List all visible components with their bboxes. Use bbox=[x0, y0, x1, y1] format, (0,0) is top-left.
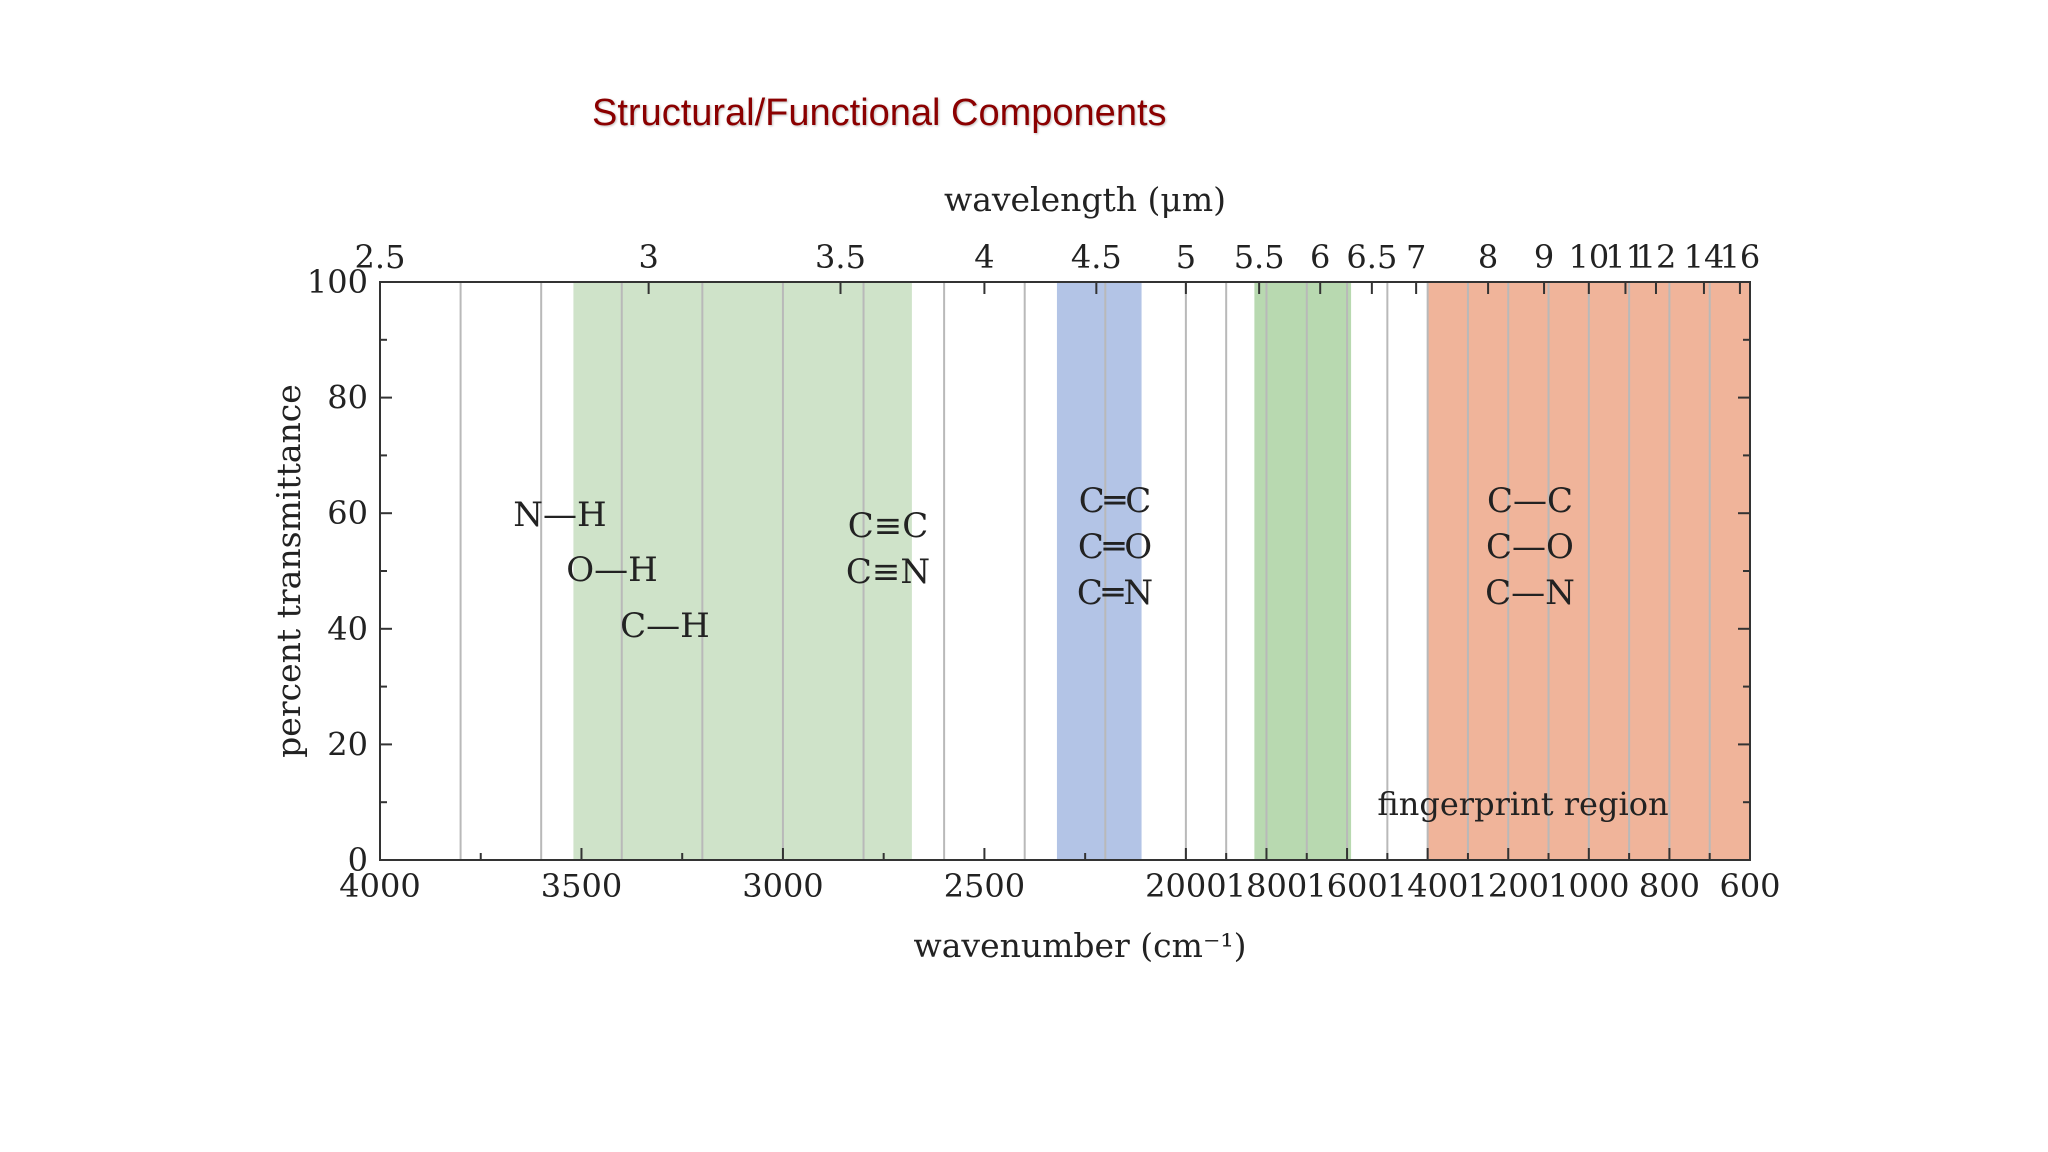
y-tick-label: 60 bbox=[327, 494, 368, 532]
top-tick-label: 11 bbox=[1605, 238, 1646, 276]
top-tick-label: 8 bbox=[1478, 238, 1498, 276]
x-tick-label: 1200 bbox=[1468, 867, 1549, 905]
x-tick-label: 800 bbox=[1639, 867, 1700, 905]
x-tick-label: 3000 bbox=[742, 867, 823, 905]
bond-label: O—H bbox=[566, 550, 658, 590]
region-band-1 bbox=[1056, 282, 1142, 860]
top-tick-label: 3.5 bbox=[815, 238, 866, 276]
bond-label: C—H bbox=[620, 606, 710, 646]
bond-label: C≡N bbox=[846, 552, 930, 592]
top-tick-label: 12 bbox=[1636, 238, 1677, 276]
fingerprint-region-label: fingerprint region bbox=[1377, 785, 1668, 823]
region-band-2 bbox=[1254, 282, 1352, 860]
top-tick-label: 16 bbox=[1720, 238, 1761, 276]
top-tick-label: 5.5 bbox=[1234, 238, 1285, 276]
bond-label: C═O bbox=[1078, 527, 1152, 567]
top-tick-label: 7 bbox=[1406, 238, 1426, 276]
top-tick-label: 4 bbox=[974, 238, 994, 276]
top-tick-label: 5 bbox=[1176, 238, 1196, 276]
region-band-0 bbox=[573, 282, 912, 860]
x-axis-label: wavenumber (cm⁻¹) bbox=[914, 926, 1247, 965]
y-tick-label: 20 bbox=[327, 725, 368, 763]
top-tick-label: 4.5 bbox=[1071, 238, 1122, 276]
bond-label: C≡C bbox=[848, 506, 929, 546]
top-tick-label: 10 bbox=[1568, 238, 1609, 276]
top-tick-label: 3 bbox=[638, 238, 658, 276]
x-tick-label: 600 bbox=[1719, 867, 1780, 905]
y-tick-label: 100 bbox=[307, 263, 368, 301]
x-tick-label: 2500 bbox=[944, 867, 1025, 905]
top-tick-label: 9 bbox=[1534, 238, 1554, 276]
x-tick-label: 3500 bbox=[541, 867, 622, 905]
x-tick-label: 1800 bbox=[1226, 867, 1307, 905]
y-tick-label: 80 bbox=[327, 379, 368, 417]
y-axis-label: percent transmittance bbox=[269, 384, 308, 758]
bond-label: C—C bbox=[1487, 481, 1573, 521]
x-tick-label: 4000 bbox=[339, 867, 420, 905]
x-tick-label: 1000 bbox=[1548, 867, 1629, 905]
top-tick-label: 6 bbox=[1310, 238, 1330, 276]
top-tick-label: 6.5 bbox=[1346, 238, 1397, 276]
y-tick-label: 0 bbox=[348, 841, 368, 879]
top-tick-label: 2.5 bbox=[355, 238, 406, 276]
top-tick-label: 14 bbox=[1684, 238, 1725, 276]
bond-label: C—O bbox=[1486, 527, 1574, 567]
grid-layer bbox=[459, 282, 1711, 860]
x-tick-label: 1600 bbox=[1306, 867, 1387, 905]
x-tick-label: 1400 bbox=[1387, 867, 1468, 905]
bond-label: N—H bbox=[513, 495, 606, 535]
bond-label: C═N bbox=[1077, 573, 1153, 613]
top-axis-label: wavelength (μm) bbox=[944, 180, 1226, 219]
slide-title: Structural/Functional Components bbox=[592, 92, 1167, 134]
regions-layer bbox=[573, 282, 1750, 860]
frame-layer bbox=[379, 281, 1751, 861]
text-layer: 4000 3500 3000 2500 2000 1800 1600 1400 1200 1000… bbox=[269, 180, 1781, 965]
bond-label: C═C bbox=[1079, 481, 1152, 521]
y-tick-label: 40 bbox=[327, 610, 368, 648]
x-tick-label: 2000 bbox=[1145, 867, 1226, 905]
bond-label: C—N bbox=[1485, 573, 1575, 613]
